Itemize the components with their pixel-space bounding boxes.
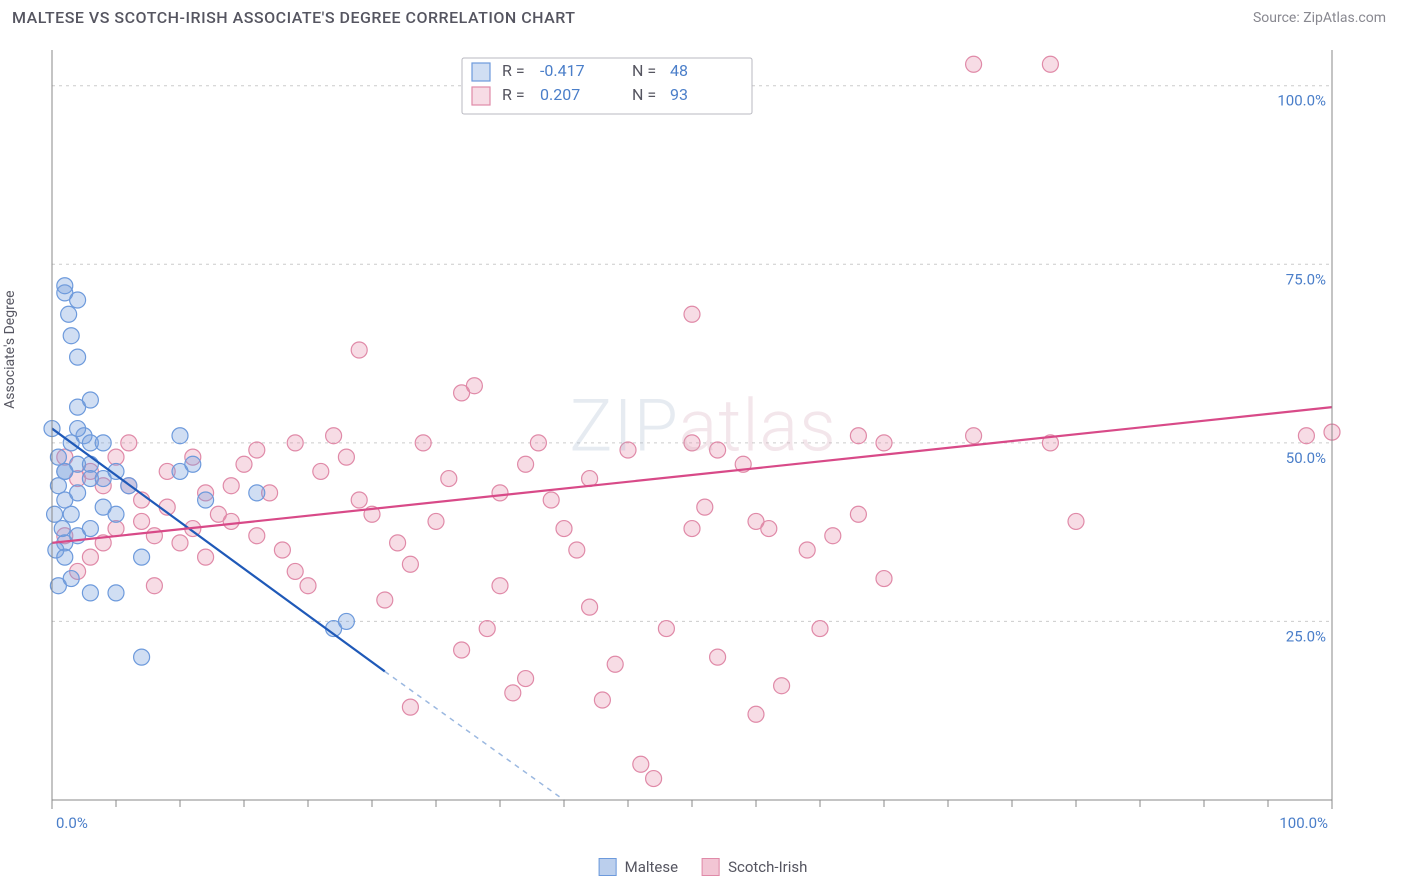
svg-text:25.0%: 25.0% xyxy=(1286,627,1326,645)
svg-text:N =: N = xyxy=(632,85,656,104)
svg-text:R =: R = xyxy=(502,85,525,104)
svg-text:N =: N = xyxy=(632,61,656,80)
svg-text:R =: R = xyxy=(502,61,525,80)
svg-text:50.0%: 50.0% xyxy=(1286,449,1326,467)
svg-text:100.0%: 100.0% xyxy=(1277,92,1326,110)
y-axis-label: Associate's Degree xyxy=(2,290,18,408)
svg-text:48: 48 xyxy=(670,61,688,80)
legend-label-maltese: Maltese xyxy=(625,858,678,876)
chart-header: MALTESE VS SCOTCH-IRISH ASSOCIATE'S DEGR… xyxy=(0,0,1406,31)
chart-source: Source: ZipAtlas.com xyxy=(1253,10,1386,26)
chart-container: Associate's Degree ZIPatlas 25.0%50.0%75… xyxy=(12,40,1394,880)
scatter-chart: 25.0% 50.0% 75.0% 100.0% 0.0% 100.0% R = -0.417… xyxy=(12,40,1352,840)
svg-text:0.0%: 0.0% xyxy=(56,814,88,832)
svg-text:-0.417: -0.417 xyxy=(540,61,585,80)
chart-title: MALTESE VS SCOTCH-IRISH ASSOCIATE'S DEGR… xyxy=(12,8,576,27)
swatch-scotch-irish xyxy=(702,858,720,876)
svg-text:100.0%: 100.0% xyxy=(1279,814,1328,832)
svg-text:75.0%: 75.0% xyxy=(1286,270,1326,288)
svg-text:0.207: 0.207 xyxy=(540,85,580,104)
swatch-maltese xyxy=(599,858,617,876)
bottom-legend: Maltese Scotch-Irish xyxy=(599,858,808,876)
legend-item-maltese: Maltese xyxy=(599,858,678,876)
svg-text:93: 93 xyxy=(670,85,688,104)
legend-item-scotch-irish: Scotch-Irish xyxy=(702,858,807,876)
legend-label-scotch-irish: Scotch-Irish xyxy=(728,858,807,876)
